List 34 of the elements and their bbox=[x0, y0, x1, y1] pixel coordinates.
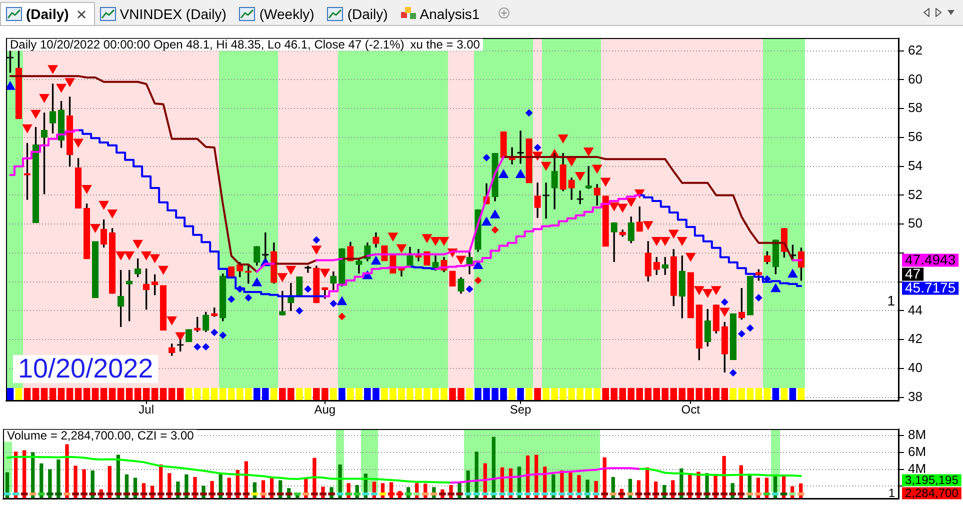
y-tick-label: 62 bbox=[908, 42, 922, 58]
y-tick-label: 42 bbox=[908, 331, 922, 346]
y-tick-label: 4M bbox=[908, 460, 926, 476]
x-tick-label: Aug bbox=[314, 402, 336, 416]
y-tick-label: 50 bbox=[908, 216, 922, 231]
y-tick-label: 56 bbox=[908, 129, 922, 144]
text: 3,195,195 bbox=[905, 473, 959, 488]
x-tick-label: Jul bbox=[138, 402, 154, 416]
y-tick-label: 38 bbox=[908, 388, 922, 404]
text: 47.4943 bbox=[905, 252, 956, 268]
y-tick-label: 8M bbox=[908, 427, 926, 442]
y-tick-label: 6M bbox=[908, 444, 926, 459]
annotation: 1 bbox=[888, 486, 896, 500]
text: VNINDEX (Daily) bbox=[120, 6, 226, 22]
y-tick-label: 54 bbox=[908, 158, 922, 173]
text: 2,284,700 bbox=[905, 486, 959, 500]
text: (Weekly) bbox=[259, 6, 314, 22]
text: 45.7175 bbox=[905, 280, 956, 296]
x-tick-label: Sep bbox=[510, 402, 532, 416]
y-tick-label: 58 bbox=[908, 100, 922, 116]
chart-title: Volume = 2,284,700.00, CZI = 3.00 bbox=[7, 428, 194, 443]
y-tick-label: 60 bbox=[908, 71, 922, 86]
y-tick-label: 52 bbox=[908, 186, 922, 202]
y-tick-label: 44 bbox=[908, 302, 922, 318]
text: 47 bbox=[905, 266, 921, 282]
y-tick-label: 40 bbox=[908, 360, 922, 376]
annotation: 1 bbox=[887, 292, 896, 309]
chart-subtitle: xu the = 3.00 bbox=[410, 38, 480, 52]
annotation: 10/20/2022 bbox=[18, 353, 154, 384]
text: (Daily) bbox=[347, 6, 388, 22]
text: (Daily) bbox=[26, 6, 69, 22]
text: Analysis1 bbox=[420, 6, 480, 22]
x-tick-label: Oct bbox=[681, 402, 701, 416]
chart-title: Daily 10/20/2022 00:00:00 Open 48.1, Hi 48.35, Lo 46.1, Close 47 (-2.1%) bbox=[10, 38, 404, 52]
